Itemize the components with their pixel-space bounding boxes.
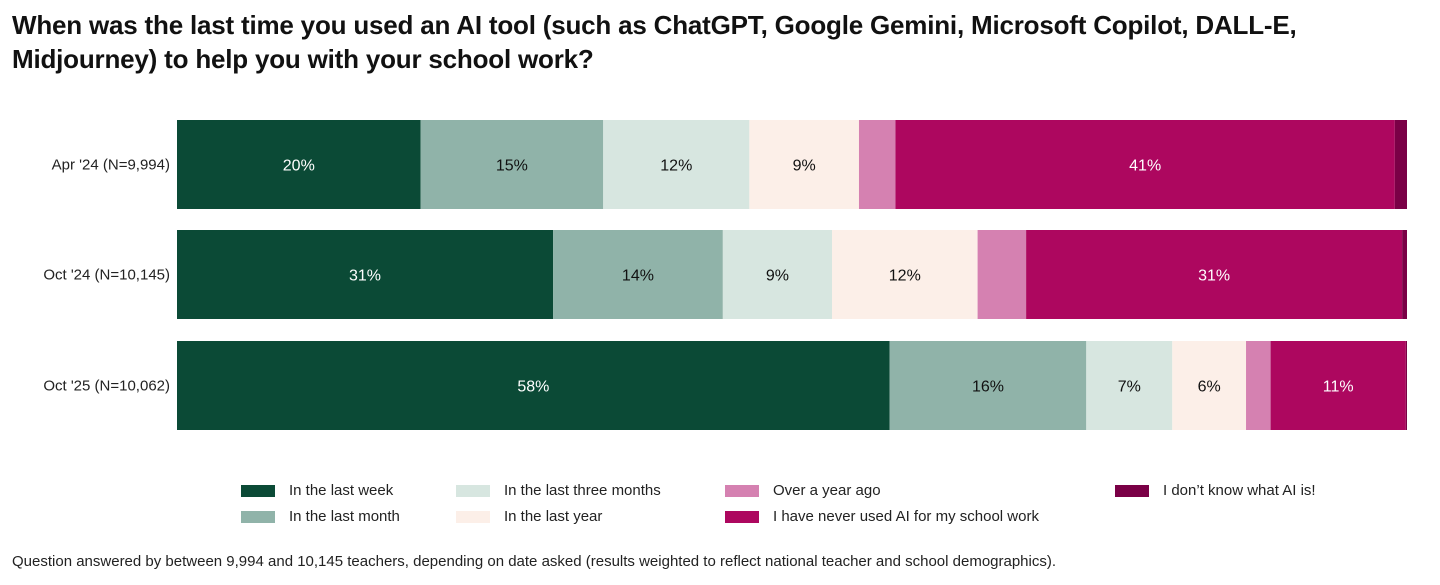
bar-segment [1246, 341, 1271, 430]
legend-label: In the last year [504, 508, 603, 525]
data-label: 16% [972, 379, 1004, 396]
bar-segment [722, 230, 833, 319]
bar-segment [603, 120, 750, 209]
legend-swatch [1115, 484, 1149, 497]
legend-swatch [456, 510, 490, 523]
legend-swatch [725, 484, 759, 497]
data-label: 9% [793, 158, 816, 175]
bar-segment [1394, 120, 1407, 209]
bar-segment [977, 230, 1027, 319]
legend-item: Over a year ago [725, 482, 881, 499]
data-label: 20% [283, 158, 315, 175]
bar-segment [832, 230, 978, 319]
bar-segment [895, 120, 1395, 209]
data-label: 12% [889, 268, 921, 285]
legend-swatch [241, 510, 275, 523]
data-label: 58% [517, 379, 549, 396]
bar-segment [177, 120, 421, 209]
legend-label: I have never used AI for my school work [773, 508, 1039, 525]
data-label: 15% [496, 158, 528, 175]
legend-item: In the last week [241, 482, 393, 499]
footnote: Question answered by between 9,994 and 1… [12, 553, 1057, 570]
legend-item: In the last three months [456, 482, 661, 499]
legend-item: I have never used AI for my school work [725, 508, 1039, 525]
data-label: 31% [1198, 268, 1230, 285]
bar-segment [1086, 341, 1173, 430]
legend-label: In the last month [289, 508, 400, 525]
legend-swatch [456, 484, 490, 497]
bar-segment [1402, 230, 1407, 319]
bar-segment [1405, 341, 1407, 430]
legend-swatch [725, 510, 759, 523]
bar-segment [889, 341, 1087, 430]
row-label: Apr '24 (N=9,994) [52, 157, 170, 174]
legend-item: In the last year [456, 508, 602, 525]
data-label: 9% [766, 268, 789, 285]
chart-title: When was the last time you used an AI to… [12, 10, 1297, 74]
legend-label: In the last week [289, 482, 394, 499]
data-label: 12% [660, 158, 692, 175]
bar-segment [177, 341, 890, 430]
legend-label: In the last three months [504, 482, 661, 499]
legend-item: In the last month [241, 508, 400, 525]
bar-segment [420, 120, 604, 209]
legend-item: I don’t know what AI is! [1115, 482, 1316, 499]
bar-segment [1026, 230, 1403, 319]
data-label: 41% [1129, 158, 1161, 175]
legend-label: I don’t know what AI is! [1163, 482, 1316, 499]
data-label: 11% [1323, 379, 1354, 396]
bar-segment [177, 230, 554, 319]
data-label: 31% [349, 268, 381, 285]
data-label: 7% [1118, 379, 1141, 396]
bar-segment [1172, 341, 1247, 430]
data-label: 14% [622, 268, 654, 285]
bar-segment [553, 230, 723, 319]
legend-swatch [241, 484, 275, 497]
bar-segment [858, 120, 896, 209]
legend-label: Over a year ago [773, 482, 881, 499]
row-label: Oct '25 (N=10,062) [43, 378, 170, 395]
data-label: 6% [1198, 379, 1221, 396]
stacked-bar-chart: Apr '24 (N=9,994) 20% 15% 12% 9% 41% Oct '24 (… [43, 120, 1407, 430]
bar-segment [749, 120, 859, 209]
row-label: Oct '24 (N=10,145) [43, 267, 170, 284]
bar-segment [1270, 341, 1406, 430]
